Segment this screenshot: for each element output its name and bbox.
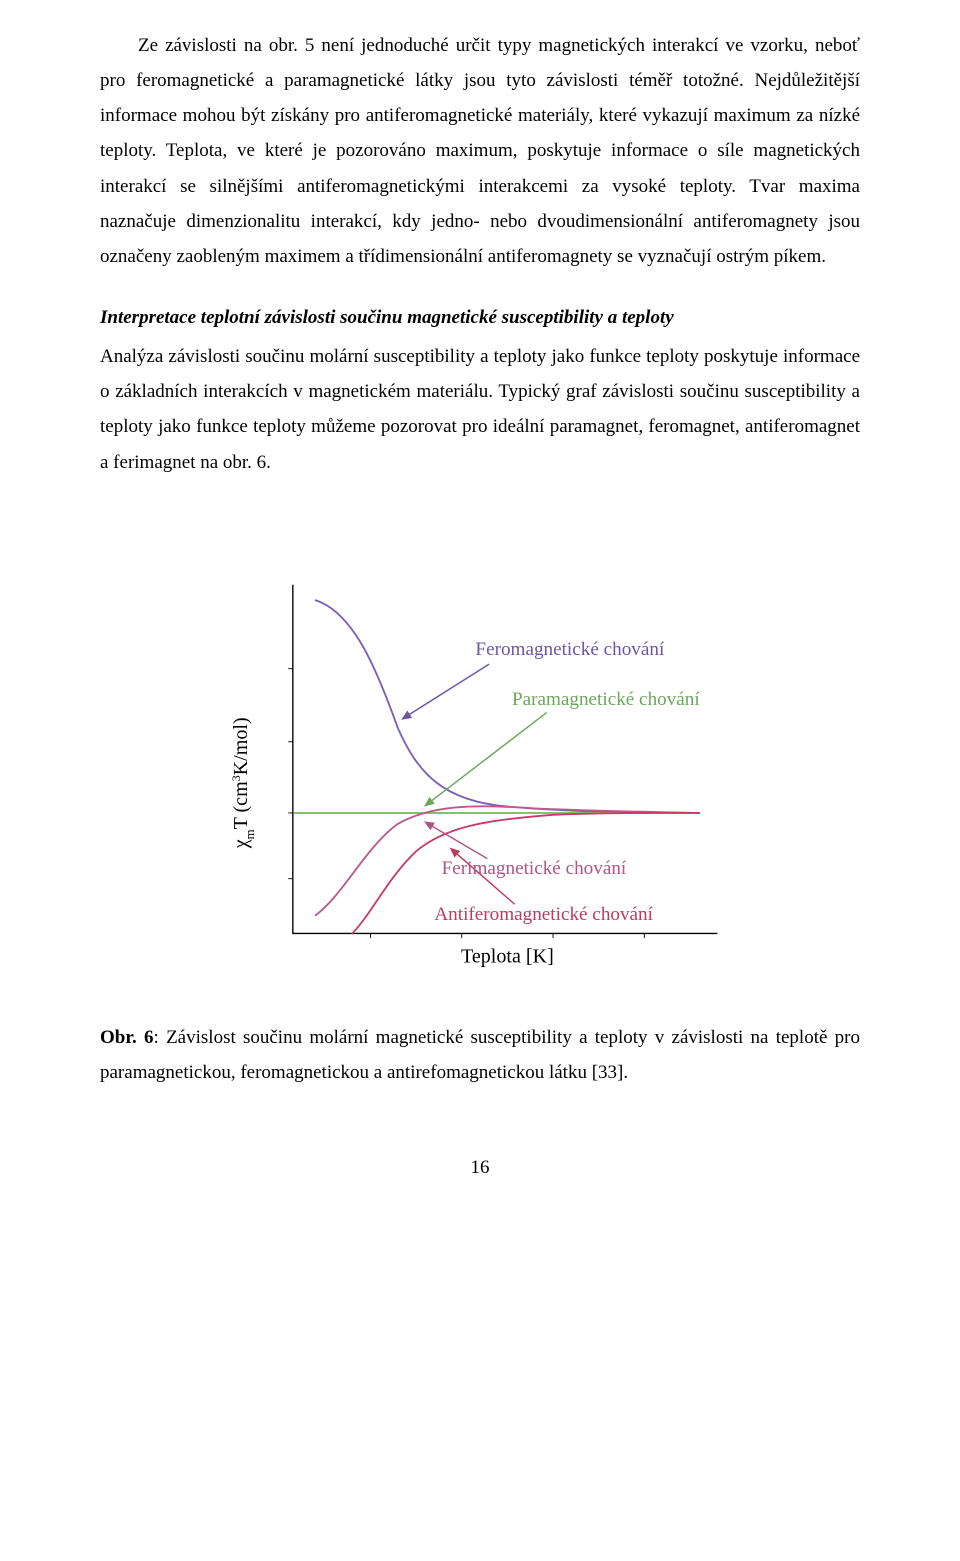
figure-6: Feromagnetické chování Paramagnetické cho… [100,550,860,970]
page-number: 16 [100,1150,860,1185]
svg-text:Feromagnetické chování: Feromagnetické chování [475,639,665,660]
document-page: Ze závislosti na obr. 5 není jednoduché … [0,0,960,1225]
caption-label: Obr. 6 [100,1027,154,1048]
figure-svg: Feromagnetické chování Paramagnetické cho… [200,550,760,970]
section-heading: Interpretace teplotní závislosti součinu… [100,300,860,335]
svg-text:Ferimagnetické chování: Ferimagnetické chování [442,858,627,879]
svg-text:Teplota [K]: Teplota [K] [461,945,554,967]
svg-text:Antiferomagnetické chování: Antiferomagnetické chování [434,903,653,924]
figure-caption: Obr. 6: Závislost součinu molární magnet… [100,1020,860,1090]
svg-text:Paramagnetické chování: Paramagnetické chování [512,689,700,710]
paragraph-2: Analýza závislosti součinu molární susce… [100,339,860,480]
caption-body: : Závislost součinu molární magnetické s… [100,1027,860,1083]
paragraph-1: Ze závislosti na obr. 5 není jednoduché … [100,28,860,274]
